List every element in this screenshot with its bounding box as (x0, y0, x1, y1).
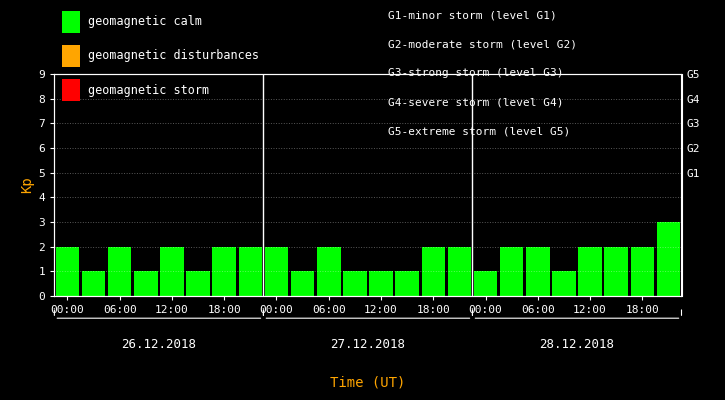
Bar (500, 247, 523, 296)
Bar (631, 247, 654, 296)
Bar (421, 247, 445, 296)
Bar (552, 271, 576, 296)
Bar (212, 247, 236, 296)
Bar (526, 247, 550, 296)
Text: Time (UT): Time (UT) (331, 376, 405, 390)
Bar (265, 247, 289, 296)
Text: G3-strong storm (level G3): G3-strong storm (level G3) (388, 68, 563, 78)
Text: 28.12.2018: 28.12.2018 (539, 338, 615, 351)
Bar (134, 271, 157, 296)
Bar (239, 247, 262, 296)
Bar (579, 247, 602, 296)
Bar (56, 247, 79, 296)
Bar (186, 271, 210, 296)
Bar (395, 271, 419, 296)
Text: G1-minor storm (level G1): G1-minor storm (level G1) (388, 10, 557, 20)
Bar (369, 271, 393, 296)
Bar (291, 271, 315, 296)
Bar (473, 271, 497, 296)
Text: G5-extreme storm (level G5): G5-extreme storm (level G5) (388, 127, 570, 137)
Text: geomagnetic calm: geomagnetic calm (88, 16, 202, 28)
Text: geomagnetic disturbances: geomagnetic disturbances (88, 50, 260, 62)
Text: 27.12.2018: 27.12.2018 (331, 338, 405, 351)
Text: G2-moderate storm (level G2): G2-moderate storm (level G2) (388, 39, 577, 49)
Text: G4-severe storm (level G4): G4-severe storm (level G4) (388, 98, 563, 108)
Bar (657, 222, 680, 296)
Bar (447, 247, 471, 296)
Text: geomagnetic storm: geomagnetic storm (88, 84, 210, 96)
Bar (108, 247, 131, 296)
Bar (82, 271, 105, 296)
Bar (160, 247, 183, 296)
Bar (317, 247, 341, 296)
Bar (605, 247, 628, 296)
Bar (343, 271, 367, 296)
Y-axis label: Kp: Kp (20, 177, 34, 193)
Text: 26.12.2018: 26.12.2018 (121, 338, 196, 351)
